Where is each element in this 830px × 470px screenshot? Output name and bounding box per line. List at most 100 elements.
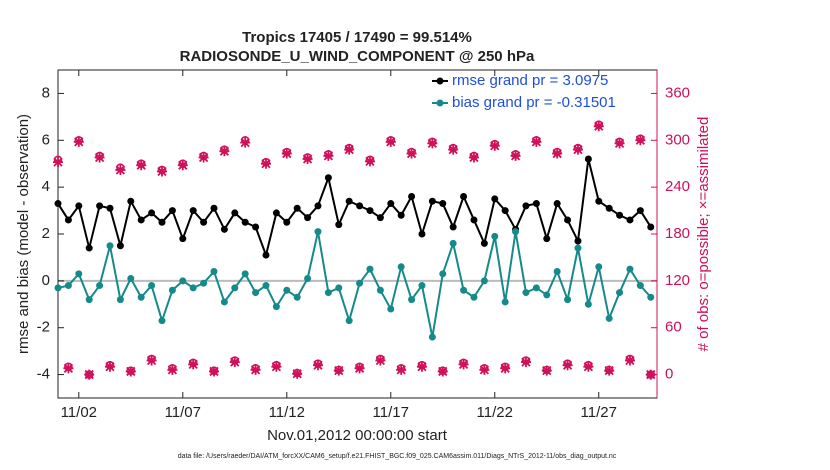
data-point: [304, 275, 312, 283]
assimilated-marker: [73, 136, 84, 147]
data-point: [584, 300, 592, 308]
data-point: [480, 239, 488, 247]
data-point: [116, 242, 124, 250]
assimilated-marker: [458, 359, 469, 370]
series-line: [57, 158, 652, 259]
data-point: [491, 195, 499, 203]
footnote: data file: /Users/raeder/DAI/ATM_forcXX/…: [178, 453, 617, 460]
data-point: [564, 216, 572, 224]
data-point: [54, 200, 62, 208]
y2-tick-label: 0: [665, 366, 673, 383]
data-point: [324, 174, 332, 182]
assimilated-marker: [104, 361, 115, 372]
y2-tick-label: 360: [665, 84, 690, 101]
data-point: [210, 267, 218, 275]
assimilated-marker: [396, 364, 407, 375]
assimilated-marker: [302, 154, 313, 165]
data-point: [636, 282, 644, 290]
assimilated-marker: [375, 355, 386, 366]
y-tick-label: 6: [42, 131, 50, 148]
data-point: [200, 279, 208, 287]
data-point: [470, 293, 478, 301]
assimilated-marker: [406, 148, 417, 159]
data-point: [241, 270, 249, 278]
data-point: [158, 317, 166, 325]
assimilated-marker: [323, 150, 334, 161]
assimilated-marker: [240, 137, 251, 148]
y2-tick-label: 120: [665, 272, 690, 289]
x-tick-label: 11/27: [581, 404, 617, 421]
assimilated-marker: [198, 152, 209, 163]
data-point: [158, 218, 166, 226]
assimilated-marker: [541, 365, 552, 376]
data-point: [64, 216, 72, 224]
data-point: [647, 293, 655, 301]
assimilated-marker: [510, 150, 521, 161]
assimilated-marker: [84, 369, 95, 380]
data-point: [408, 193, 416, 201]
data-point: [605, 204, 613, 212]
data-point: [179, 235, 187, 243]
data-point: [231, 284, 239, 292]
data-point: [532, 284, 540, 292]
data-point: [397, 263, 405, 271]
data-point: [543, 291, 551, 299]
series-group: [54, 228, 655, 341]
legend-label: rmse grand pr = 3.0975: [452, 72, 608, 89]
data-point: [626, 265, 634, 273]
data-point: [200, 218, 208, 226]
assimilated-marker: [229, 357, 240, 368]
data-point: [168, 286, 176, 294]
assimilated-marker: [500, 363, 511, 374]
assimilated-marker: [115, 164, 126, 175]
assimilated-marker: [479, 364, 490, 375]
assimilated-marker: [260, 158, 271, 169]
data-point: [335, 221, 343, 229]
y2-tick-label: 60: [665, 319, 682, 336]
data-point: [574, 244, 582, 252]
y-tick-label: 8: [42, 84, 50, 101]
data-point: [501, 207, 509, 215]
assimilated-marker: [167, 364, 178, 375]
data-point: [106, 204, 114, 212]
data-point: [137, 293, 145, 301]
data-point: [595, 263, 603, 271]
assimilated-marker: [136, 160, 147, 171]
assimilated-marker: [385, 136, 396, 147]
data-point: [543, 235, 551, 243]
assimilated-marker: [94, 152, 105, 163]
y-tick-label: 2: [42, 225, 50, 242]
data-point: [460, 286, 468, 294]
assimilated-marker: [583, 361, 594, 372]
assimilated-marker: [219, 146, 230, 157]
data-point: [470, 216, 478, 224]
data-point: [428, 333, 436, 341]
assimilated-marker: [250, 364, 261, 375]
data-point: [626, 216, 634, 224]
data-point: [168, 207, 176, 215]
data-point: [241, 218, 249, 226]
data-point: [574, 237, 582, 245]
data-point: [335, 284, 343, 292]
data-point: [584, 155, 592, 163]
assimilated-marker: [146, 355, 157, 366]
data-point: [75, 270, 83, 278]
assimilated-marker: [448, 144, 459, 155]
data-point: [366, 207, 374, 215]
data-point: [189, 207, 197, 215]
assimilated-marker: [188, 359, 199, 370]
chart-title: Tropics 17405 / 17490 = 99.514%: [242, 29, 472, 46]
data-point: [397, 211, 405, 219]
data-point: [293, 204, 301, 212]
assimilated-marker: [53, 157, 63, 168]
assimilated-marker: [572, 144, 583, 155]
x-axis-label: Nov.01,2012 00:00:00 start: [267, 427, 448, 444]
assimilated-marker: [468, 152, 479, 163]
assimilated-marker: [344, 144, 355, 155]
data-point: [376, 286, 384, 294]
data-point: [262, 282, 270, 290]
assimilated-marker: [333, 365, 344, 376]
y2-tick-label: 240: [665, 178, 690, 195]
data-point: [324, 289, 332, 297]
